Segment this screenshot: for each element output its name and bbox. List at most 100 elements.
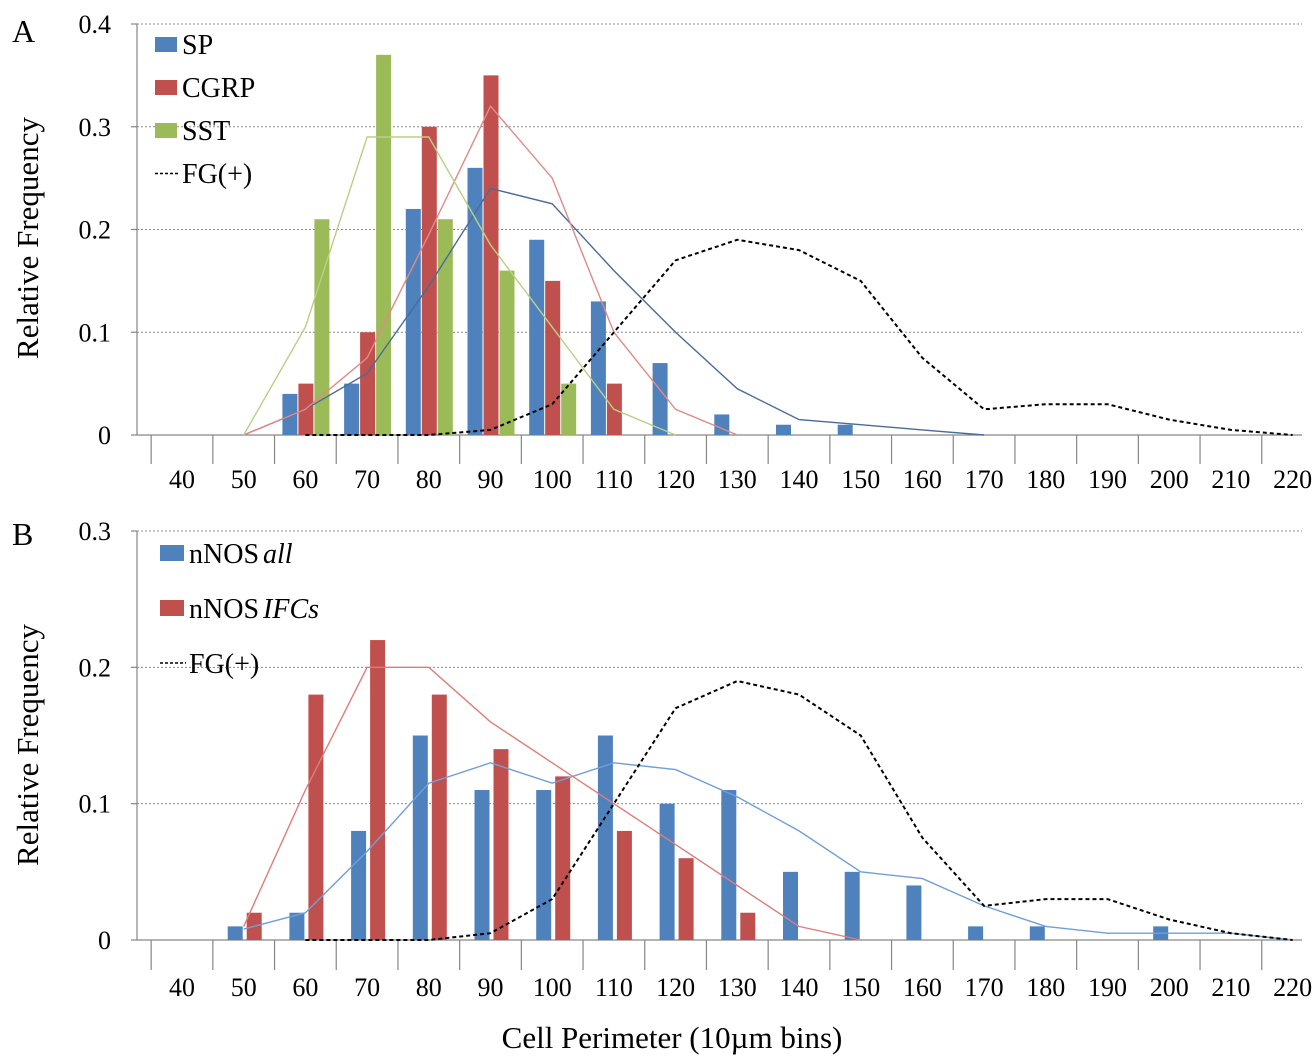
x-tick-label: 130 <box>718 973 757 1002</box>
legend-label: SP <box>182 30 213 61</box>
legend-label: FG(+) <box>189 649 259 680</box>
x-tick-label: 90 <box>478 465 504 494</box>
bar-nnos-all <box>844 871 860 940</box>
bar-nnos-all <box>536 790 552 940</box>
y-tick-label: 0 <box>98 421 111 450</box>
bar-nnos-ifcs <box>431 694 447 940</box>
legend-label: SST <box>182 116 230 147</box>
x-tick-label: 150 <box>841 973 880 1002</box>
y-tick-label: 0 <box>98 926 111 955</box>
bar-nnos-ifcs <box>555 776 571 940</box>
bar-sp <box>405 208 421 435</box>
y-tick-label: 0.2 <box>79 653 112 682</box>
x-tick-label: 150 <box>841 465 880 494</box>
bar-sp <box>590 301 606 435</box>
legend-swatch <box>160 545 184 561</box>
legend-label-name: SP <box>182 30 213 61</box>
bar-sst <box>314 219 330 435</box>
legend-label: FG(+) <box>182 159 252 190</box>
bar-nnos-all <box>474 790 490 940</box>
x-tick-label: 200 <box>1150 973 1189 1002</box>
x-tick-label: 180 <box>1026 465 1065 494</box>
bar-nnos-ifcs <box>308 694 324 940</box>
x-tick-label: 100 <box>533 973 572 1002</box>
legend-label-name: nNOS <box>189 539 259 570</box>
y-tick-label: 0.3 <box>79 517 112 546</box>
x-tick-label: 210 <box>1211 973 1250 1002</box>
bar-sp <box>529 239 545 435</box>
x-tick-label: 220 <box>1273 973 1312 1002</box>
bar-sp <box>344 383 360 435</box>
x-tick-label: 140 <box>780 973 819 1002</box>
y-axis-label: Relative Frequency <box>10 624 45 866</box>
y-tick-label: 0.1 <box>79 318 112 347</box>
legend-label-suffix: all <box>263 539 293 570</box>
y-tick-label: 0.2 <box>79 216 112 245</box>
x-tick-label: 160 <box>903 465 942 494</box>
series-line-fg <box>305 238 1293 436</box>
bar-sst <box>376 54 392 435</box>
bar-sp <box>776 424 791 435</box>
bar-nnos-ifcs <box>740 912 756 940</box>
legend: SP CGRP SST FG(+) <box>155 30 255 190</box>
bar-nnos-ifcs <box>678 858 694 940</box>
x-tick-label: 40 <box>169 973 195 1002</box>
x-tick-label: 50 <box>231 465 257 494</box>
x-tick-label: 40 <box>169 465 195 494</box>
fit-line-sp <box>243 187 985 436</box>
fit-line-nnos-all <box>243 762 1293 941</box>
x-tick-label: 90 <box>478 973 504 1002</box>
bar-nnos-all <box>659 803 675 940</box>
bar-cgrp <box>360 332 376 435</box>
x-tick-label: 80 <box>416 465 442 494</box>
x-tick-label: 80 <box>416 973 442 1002</box>
y-tick-label: 0.1 <box>79 790 112 819</box>
legend-label-name: SST <box>182 116 230 147</box>
fit-line-cgrp <box>243 104 738 436</box>
legend-label-name: FG(+) <box>182 159 252 190</box>
x-tick-label: 180 <box>1026 973 1065 1002</box>
x-tick-label: 110 <box>595 465 633 494</box>
x-tick-label: 50 <box>231 973 257 1002</box>
bar-nnos-all <box>351 830 367 940</box>
legend-swatch <box>155 37 177 52</box>
x-tick-label: 60 <box>292 465 318 494</box>
fit-line-nnos-ifcs <box>243 666 861 941</box>
x-tick-label: 70 <box>354 465 380 494</box>
y-tick-label: 0.4 <box>79 10 112 39</box>
bar-sst <box>561 383 577 435</box>
bar-cgrp <box>421 126 437 435</box>
bar-sp <box>837 424 853 435</box>
series-line-fg <box>305 679 1293 941</box>
bar-nnos-all <box>906 885 922 940</box>
x-tick-label: 120 <box>656 465 695 494</box>
bar-sp <box>282 393 298 435</box>
y-tick-label: 0.3 <box>79 113 112 142</box>
bar-sp <box>714 414 730 435</box>
legend-label-name: nNOS <box>189 594 259 625</box>
legend-swatch <box>155 80 177 95</box>
fit-line-sst <box>243 136 676 436</box>
legend-label-name: CGRP <box>182 73 255 104</box>
legend-label-name: FG(+) <box>189 649 259 680</box>
bar-sst <box>499 270 515 435</box>
legend-swatch <box>155 123 177 138</box>
legend-label: CGRP <box>182 73 255 104</box>
legend-label-suffix: IFCs <box>262 594 319 625</box>
x-tick-label: 120 <box>656 973 695 1002</box>
bar-nnos-all <box>968 926 984 940</box>
bar-sp <box>467 167 483 435</box>
x-tick-label: 60 <box>292 973 318 1002</box>
x-tick-label: 130 <box>718 465 757 494</box>
y-axis-label: Relative Frequency <box>10 117 45 359</box>
bar-nnos-ifcs <box>493 749 509 940</box>
panel-label: A <box>12 13 35 49</box>
x-tick-label: 220 <box>1273 465 1312 494</box>
bar-nnos-all <box>412 735 428 940</box>
x-axis-label: Cell Perimeter (10µm bins) <box>502 1020 843 1055</box>
x-tick-label: 110 <box>595 973 633 1002</box>
x-tick-label: 160 <box>903 973 942 1002</box>
bar-nnos-all <box>721 790 737 940</box>
